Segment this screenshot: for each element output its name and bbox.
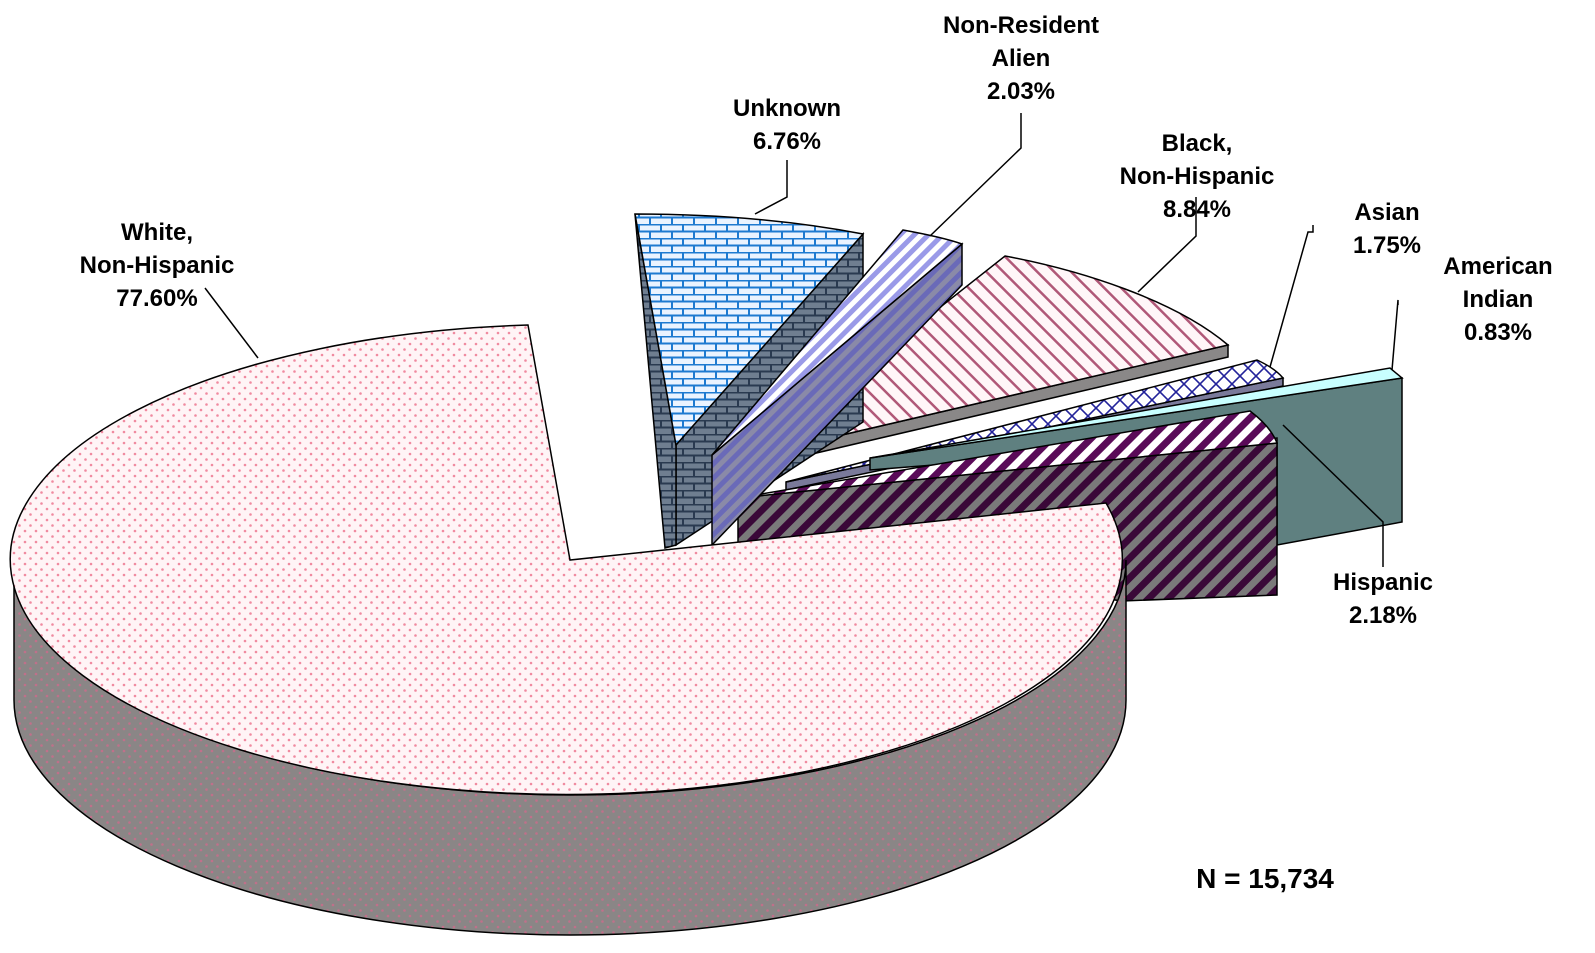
- slice-black-non-hispanic: [751, 255, 1230, 469]
- slice-american-indian: [869, 367, 1404, 546]
- slice-labels: White, Non-Hispanic 77.60% Unknown 6.76% Non-…: [80, 12, 1553, 629]
- slice-value-label: 2.03%: [987, 78, 1055, 105]
- slice-name-label: White,: [121, 219, 193, 246]
- leader-unknown: [754, 160, 788, 215]
- slice-label-non-resident-alien: Non-Resident Alien 2.03%: [943, 12, 1099, 105]
- slice-label-unknown: Unknown 6.76%: [733, 95, 841, 155]
- leader-non-resident: [929, 113, 1022, 237]
- leader-asian: [1269, 225, 1314, 368]
- slice-value-label: 8.84%: [1163, 196, 1231, 223]
- slice-value-label: 0.83%: [1464, 319, 1532, 346]
- slice-name-label: Black,: [1162, 130, 1233, 157]
- slice-name-label: Non-Hispanic: [80, 252, 235, 279]
- slice-name-label: Asian: [1354, 199, 1419, 226]
- sample-size-label: N = 15,734: [1196, 863, 1334, 894]
- slice-white-non-hispanic: [9, 324, 1127, 936]
- slice-name-label: Non-Resident: [943, 12, 1099, 39]
- slice-name-label: Indian: [1463, 286, 1534, 313]
- slice-label-american-indian: American Indian 0.83%: [1443, 253, 1552, 346]
- leader-black: [1137, 197, 1197, 293]
- slice-label-black-non-hispanic: Black, Non-Hispanic 8.84%: [1120, 130, 1275, 223]
- leader-lines: [204, 113, 1399, 567]
- slice-value-label: 77.60%: [116, 285, 197, 312]
- slice-label-hispanic: Hispanic 2.18%: [1333, 569, 1433, 629]
- slice-value-label: 2.18%: [1349, 602, 1417, 629]
- slice-value-label: 1.75%: [1353, 232, 1421, 259]
- slice-name-label: Hispanic: [1333, 569, 1433, 596]
- leader-hispanic: [1282, 424, 1384, 567]
- slice-name-label: American: [1443, 253, 1552, 280]
- slice-value-label: 6.76%: [753, 128, 821, 155]
- leader-american-indian: [1391, 299, 1399, 371]
- slice-name-label: Alien: [992, 45, 1051, 72]
- slice-label-asian: Asian 1.75%: [1353, 199, 1421, 259]
- slice-name-label: Non-Hispanic: [1120, 163, 1275, 190]
- slice-label-white-non-hispanic: White, Non-Hispanic 77.60%: [80, 219, 235, 312]
- slice-name-label: Unknown: [733, 95, 841, 122]
- leader-white: [204, 287, 259, 359]
